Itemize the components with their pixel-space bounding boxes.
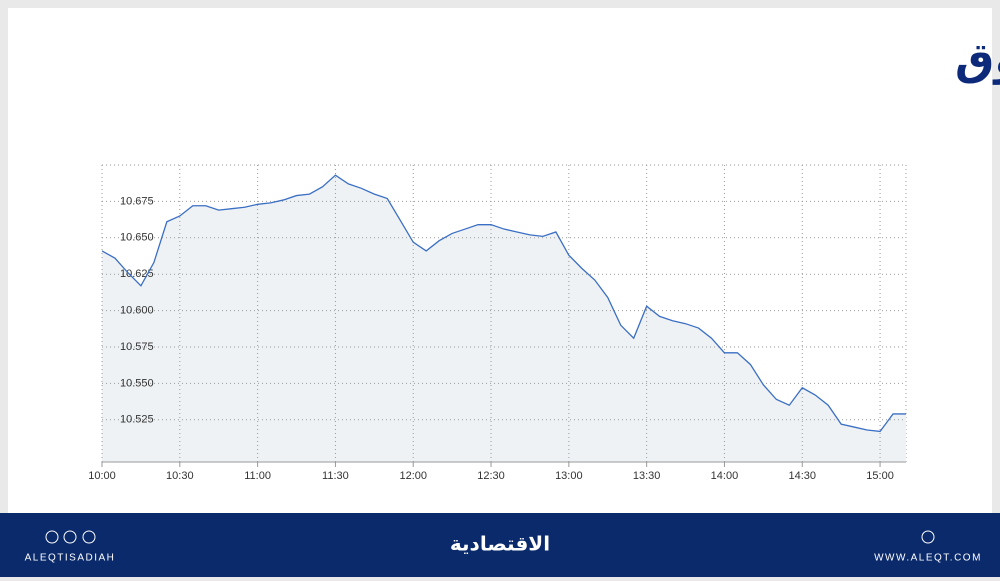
footer-band — [0, 513, 1000, 577]
plot: 10.52510.55010.57510.60010.62510.65010.6… — [88, 164, 907, 482]
area — [102, 175, 906, 463]
social-icons — [45, 530, 935, 544]
line — [101, 174, 906, 433]
x-tick-label: 13:00 — [555, 470, 583, 482]
x-tick-label: 11:00 — [244, 470, 271, 482]
x-tick-label: 13:30 — [633, 470, 661, 482]
y-tick-label: 10.675 — [120, 195, 154, 207]
chart-title: مؤشر السوق — [955, 34, 1000, 85]
footer-right: WWW.ALEQT.COM — [874, 553, 982, 564]
x-tick-label: 14:30 — [788, 470, 816, 482]
y-tick-label: 10.550 — [120, 377, 154, 389]
y-tick-label: 10.575 — [120, 341, 154, 353]
y-tick-label: 10.525 — [120, 414, 154, 426]
x-tick-label: 10:00 — [88, 470, 116, 482]
x-tick-label: 15:00 — [866, 470, 894, 482]
x-tick-label: 12:30 — [477, 470, 505, 482]
x-tick-label: 12:00 — [399, 470, 427, 482]
y-tick-label: 10.600 — [120, 304, 154, 316]
footer-left: ALEQTISADIAH — [25, 553, 116, 564]
x-tick-label: 11:30 — [322, 470, 349, 482]
footer-logo: الاقتصادية — [450, 532, 550, 556]
x-tick-label: 14:00 — [711, 470, 739, 482]
y-tick-label: 10.650 — [120, 232, 154, 244]
x-tick-label: 10:30 — [166, 470, 194, 482]
